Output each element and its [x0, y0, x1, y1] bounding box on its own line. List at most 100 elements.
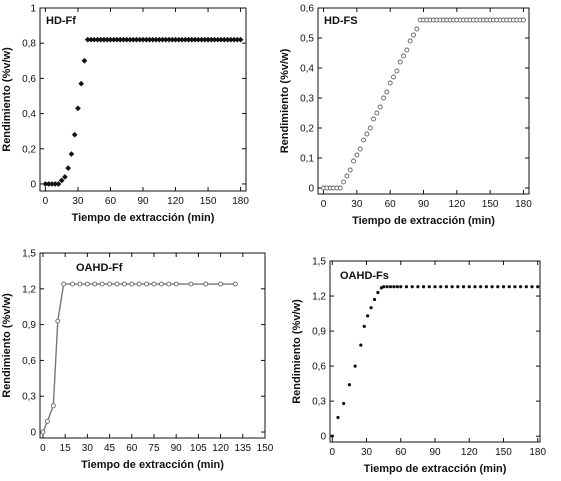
plot-frame	[39, 252, 266, 439]
x-tick-label: 75	[148, 443, 160, 454]
data-point	[99, 281, 105, 287]
y-tick-label: 0,6	[22, 356, 36, 367]
data-point	[473, 285, 477, 289]
y-tick-label: 0	[30, 179, 36, 190]
data-point	[377, 104, 383, 110]
x-tick-label: 120	[448, 199, 465, 210]
data-point	[384, 89, 390, 95]
data-point	[330, 434, 334, 438]
data-point	[354, 152, 360, 158]
data-point	[367, 125, 373, 131]
x-tick-label: 150	[257, 443, 274, 454]
data-point	[50, 403, 56, 409]
x-tick-label: 120	[461, 447, 478, 458]
data-point	[114, 281, 120, 287]
y-tick-label: 0,2	[300, 124, 314, 135]
y-tick-label: 1,5	[22, 249, 36, 260]
data-point	[388, 285, 393, 289]
data-point	[411, 32, 416, 38]
x-tick-label: 90	[429, 447, 441, 458]
data-point	[136, 281, 142, 287]
data-point	[404, 285, 409, 289]
data-point	[467, 285, 471, 289]
data-point	[357, 146, 363, 152]
data-point	[347, 167, 353, 173]
data-point	[40, 429, 46, 435]
data-point	[366, 314, 370, 318]
data-point	[65, 165, 72, 172]
data-point	[92, 281, 98, 287]
data-point	[337, 185, 343, 191]
data-point	[61, 173, 68, 180]
data-point	[372, 297, 377, 302]
y-tick-label: 0,9	[22, 320, 36, 331]
plot-frame	[317, 7, 530, 195]
x-tick-label: 0	[40, 443, 46, 454]
panel-title: HD-FS	[324, 15, 358, 27]
y-tick-label: 0,6	[22, 74, 36, 85]
data-point	[77, 281, 83, 287]
data-point	[58, 177, 65, 184]
data-point	[376, 290, 380, 295]
data-point	[353, 364, 357, 368]
x-tick-label: 15	[60, 443, 72, 454]
data-point	[121, 281, 127, 287]
data-point	[381, 95, 386, 101]
y-axis-label: Rendimiento (%v/w)	[291, 299, 303, 404]
data-point	[410, 285, 414, 289]
chart-panel-4: 0 30 60 90 120 150 180 0 0,3 0,6 0,9 1,2 1,5 Tiempo d…	[291, 257, 546, 476]
y-tick-label: 0,3	[22, 392, 36, 403]
data-point	[490, 285, 494, 289]
data-point	[439, 285, 443, 289]
data-point	[371, 116, 376, 122]
data-point	[397, 59, 403, 65]
data-point	[374, 110, 380, 116]
y-tick-label: 1,5	[312, 257, 326, 268]
x-tick-label: 180	[232, 196, 249, 207]
y-tick-label: 0	[320, 432, 326, 443]
x-axis-label: Tiempo de extracción (min)	[364, 463, 507, 475]
y-tick-label: 1,2	[312, 292, 326, 303]
data-point	[501, 285, 506, 289]
data-point	[385, 285, 389, 289]
x-tick-label: 60	[395, 447, 407, 458]
data-point	[351, 158, 356, 164]
data-point	[158, 281, 164, 287]
data-point	[341, 179, 346, 185]
x-tick-label: 0	[330, 447, 336, 458]
data-point	[344, 173, 350, 179]
data-point	[173, 281, 179, 287]
data-point	[496, 285, 500, 289]
data-point	[387, 80, 393, 86]
x-tick-label: 105	[190, 443, 207, 454]
data-point	[456, 285, 460, 289]
y-tick-label: 0,4	[22, 109, 36, 120]
chart-panel-2: 0 30 60 90 120 150 180 0 0,1 0,2 0,3 0,4 0,5 0,6 Tiemp…	[279, 4, 532, 228]
data-point	[188, 281, 194, 287]
y-tick-label: 1,2	[22, 284, 36, 295]
data-point	[484, 285, 488, 289]
data-point	[407, 38, 413, 44]
y-tick-label: 0,4	[300, 64, 314, 75]
y-axis-label: Rendimiento (%v/w)	[1, 47, 13, 152]
data-point	[433, 285, 437, 289]
x-axis-label: Tiempo de extracción (min)	[72, 212, 215, 224]
data-point	[461, 285, 466, 289]
x-tick-label: 30	[351, 199, 363, 210]
data-point	[166, 281, 172, 287]
data-point	[361, 137, 366, 143]
y-tick-label: 0,9	[312, 327, 326, 338]
y-tick-label: 0,5	[300, 34, 314, 45]
x-tick-label: 135	[234, 443, 251, 454]
data-point	[70, 281, 76, 287]
y-tick-label: 0,6	[312, 362, 326, 373]
y-tick-label: 0,8	[22, 39, 36, 50]
x-tick-label: 30	[72, 196, 84, 207]
x-tick-label: 0	[321, 199, 327, 210]
x-axis-label: Tiempo de extracción (min)	[352, 215, 495, 227]
y-tick-label: 0	[308, 184, 314, 195]
x-tick-label: 120	[212, 443, 229, 454]
data-point	[392, 285, 396, 289]
data-point	[107, 281, 113, 287]
